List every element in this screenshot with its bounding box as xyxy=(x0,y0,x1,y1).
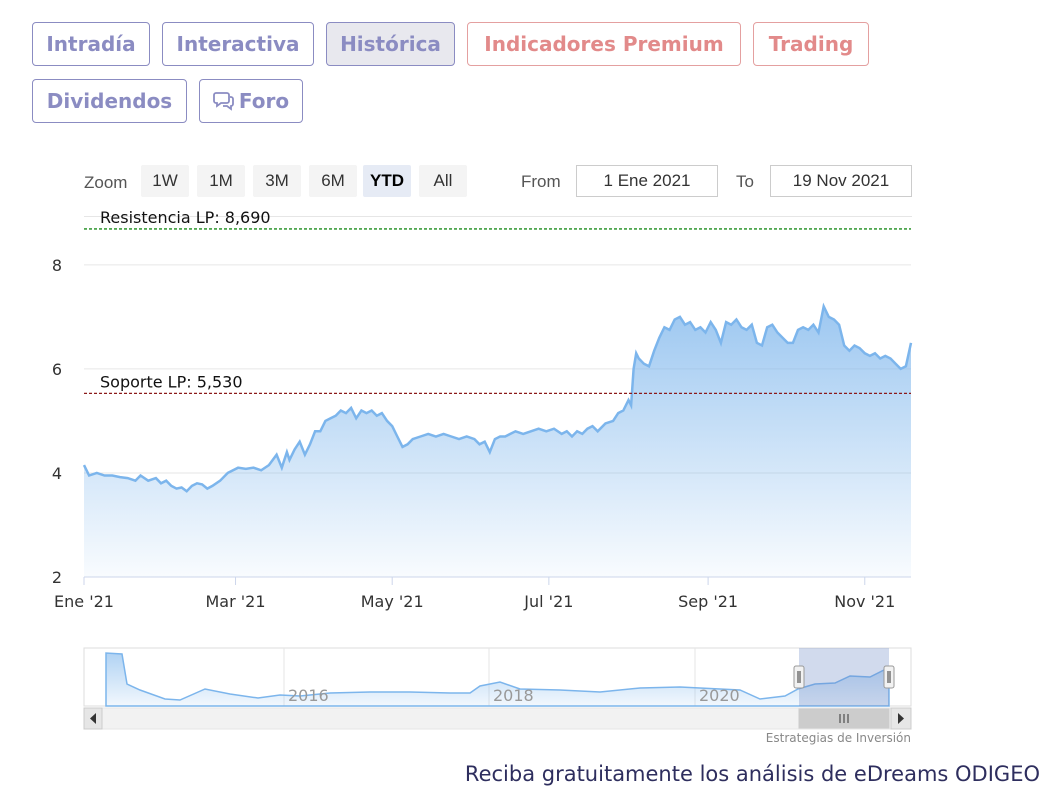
zoom-3m-button[interactable]: 3M xyxy=(253,165,301,197)
level-annotations: Resistencia LP: 8,690 Soporte LP: 5,530 xyxy=(84,208,911,394)
tab-trading[interactable]: Trading xyxy=(753,22,869,66)
toolbar-divider xyxy=(84,216,912,217)
chart-credits[interactable]: Estrategias de Inversión xyxy=(765,731,911,745)
x-tick-label: Nov '21 xyxy=(834,592,895,611)
y-tick-label: 8 xyxy=(52,256,62,275)
tab-intradia[interactable]: Intradía xyxy=(32,22,150,66)
x-tick-label: Sep '21 xyxy=(678,592,738,611)
y-axis-labels: 2 4 6 8 xyxy=(52,256,62,587)
y-tick-label: 4 xyxy=(52,464,62,483)
tab-historica[interactable]: Histórica xyxy=(326,22,455,66)
x-tick-label: Mar '21 xyxy=(206,592,266,611)
arrow-right-icon xyxy=(898,713,904,724)
scrollbar-track[interactable] xyxy=(83,707,912,730)
tab-interactiva[interactable]: Interactiva xyxy=(162,22,314,66)
navigator-year-labels: 2016 2018 2020 xyxy=(288,686,740,705)
navigator[interactable]: 2016 2018 2020 xyxy=(83,647,912,707)
zoom-ytd-button[interactable]: YTD xyxy=(363,165,411,197)
navigator-series xyxy=(105,652,890,707)
y-tick-label: 2 xyxy=(52,568,62,587)
navigator-year-label: 2018 xyxy=(493,686,534,705)
to-label: To xyxy=(736,172,754,191)
cta-link[interactable]: Reciba gratuitamente los análisis de eDr… xyxy=(464,762,1040,786)
from-date-input[interactable]: 1 Ene 2021 xyxy=(576,165,718,197)
arrow-left-icon xyxy=(90,713,96,724)
navigator-year-label: 2020 xyxy=(699,686,740,705)
zoom-1m-button[interactable]: 1M xyxy=(197,165,245,197)
navigator-year-label: 2016 xyxy=(288,686,329,705)
chat-bubbles-icon xyxy=(212,91,235,111)
x-tick-label: Ene '21 xyxy=(54,592,114,611)
annotation-label: Soporte LP: 5,530 xyxy=(100,372,243,391)
navigator-left-handle[interactable] xyxy=(793,665,805,689)
range-selector: Zoom 1W 1M 3M 6M YTD All From 1 Ene 2021… xyxy=(84,165,912,199)
x-tick-label: May '21 xyxy=(361,592,424,611)
x-axis-labels: Ene '21 Mar '21 May '21 Jul '21 Sep '21 Nov '… xyxy=(54,577,895,611)
tab-foro[interactable]: Foro xyxy=(199,79,303,123)
price-area-fill xyxy=(84,306,911,577)
from-label: From xyxy=(521,172,561,191)
tab-indicadores-premium[interactable]: Indicadores Premium xyxy=(467,22,741,66)
tab-dividendos[interactable]: Dividendos xyxy=(32,79,187,123)
to-date-input[interactable]: 19 Nov 2021 xyxy=(770,165,912,197)
zoom-all-button[interactable]: All xyxy=(419,165,467,197)
price-series-line xyxy=(82,302,913,493)
zoom-label: Zoom xyxy=(84,173,128,192)
x-tick-label: Jul '21 xyxy=(523,592,573,611)
zoom-1w-button[interactable]: 1W xyxy=(141,165,189,197)
navigator-selection[interactable] xyxy=(799,648,889,706)
navigator-right-handle[interactable] xyxy=(883,665,895,689)
zoom-6m-button[interactable]: 6M xyxy=(309,165,357,197)
scrollbar[interactable] xyxy=(83,707,912,730)
y-tick-label: 6 xyxy=(52,360,62,379)
annotation-label: Resistencia LP: 8,690 xyxy=(100,208,271,227)
